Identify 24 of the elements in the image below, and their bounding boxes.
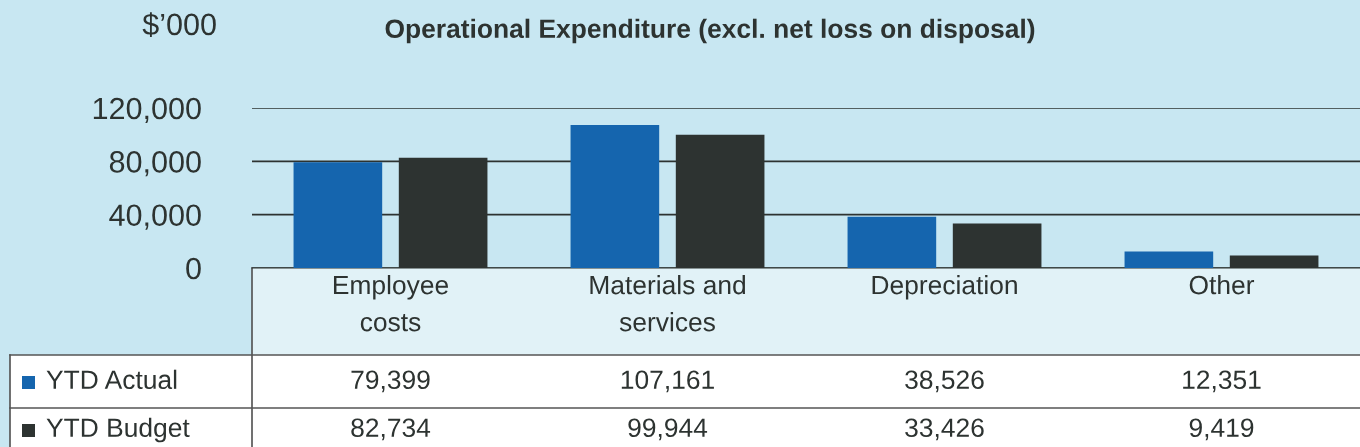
y-tick-label: 80,000 — [109, 151, 201, 177]
data-label: 82,734 — [351, 418, 431, 441]
bar — [1124, 251, 1214, 268]
y-tick-label: 0 — [186, 257, 201, 280]
data-label: 107,161 — [621, 370, 714, 393]
legend-label: YTD Budget — [46, 417, 190, 443]
x-tick-label: Depreciation — [872, 275, 1017, 300]
y-tick-label: 120,000 — [93, 97, 201, 123]
x-tick-label: Employee costs — [333, 275, 448, 332]
y-axis-title: $’000 — [142, 12, 216, 38]
x-tick-label: Materials and services — [590, 275, 746, 332]
data-label: 99,944 — [628, 418, 708, 441]
legend-label: YTD Actual — [46, 369, 177, 390]
bar — [570, 125, 660, 268]
data-label: 79,399 — [351, 370, 430, 393]
bar — [293, 162, 383, 268]
data-label: 33,426 — [905, 418, 984, 441]
y-tick-label: 40,000 — [109, 204, 201, 230]
chart-title: Operational Expenditure (excl. net loss on disposal) — [385, 18, 1035, 44]
bar — [847, 216, 937, 268]
data-label: 9,419 — [1189, 418, 1254, 441]
x-tick-label: Other — [1189, 275, 1255, 295]
data-label: 38,526 — [905, 370, 984, 393]
data-label: 12,351 — [1183, 370, 1261, 393]
